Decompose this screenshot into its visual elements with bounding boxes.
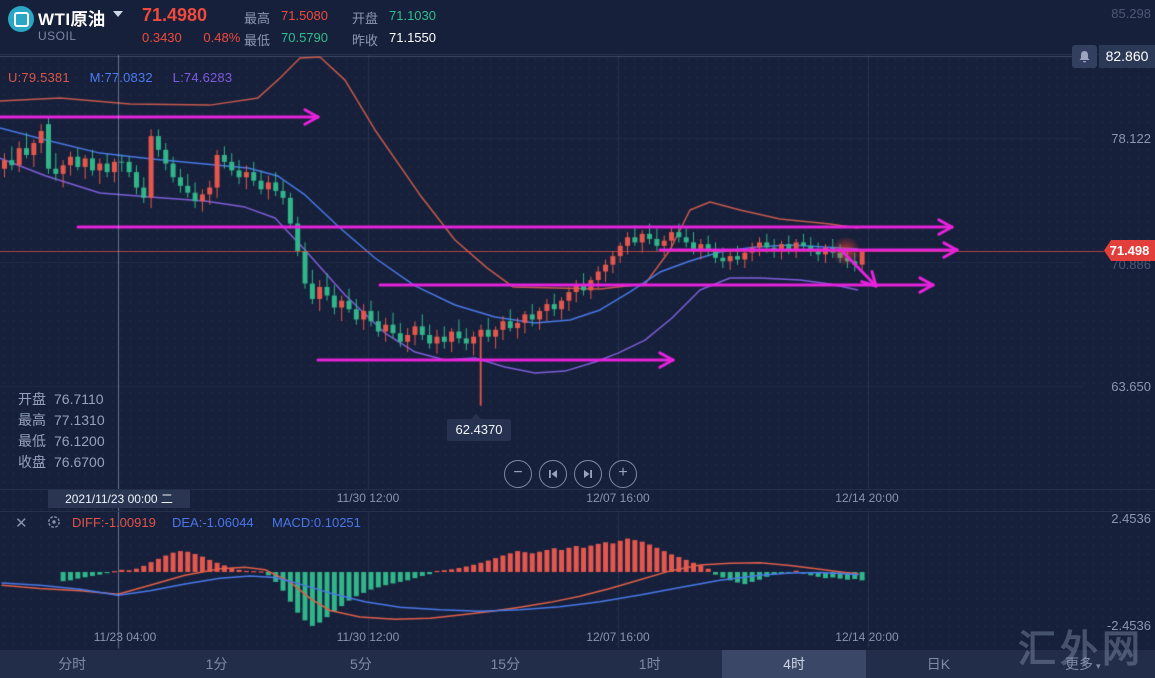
minus-icon: − — [513, 464, 523, 481]
gear-icon — [48, 516, 60, 528]
time-axis-label: 11/30 12:00 — [336, 630, 400, 644]
ohlc-row: 最低 76.1200 — [18, 431, 105, 452]
plus-icon: + — [618, 464, 628, 481]
macd-axis-top: 2.4536 — [1111, 511, 1151, 526]
skip-end-icon — [584, 470, 592, 478]
boll-upper-value: U:79.5381 — [8, 70, 70, 85]
skip-start-button[interactable] — [539, 460, 567, 488]
tab-1时[interactable]: 1时 — [638, 656, 661, 672]
more-caret-icon: ▾ — [1096, 661, 1101, 671]
period-tab-bar: 分时 1分 5分 15分 1时 4时 日K 更多 ▾ — [0, 650, 1155, 678]
macd-axis-bottom: -2.4536 — [1106, 618, 1151, 633]
bell-icon — [1079, 50, 1090, 62]
indicator-settings-button[interactable] — [46, 514, 62, 534]
ohlc-value: 77.1310 — [54, 412, 105, 428]
high-label: 最高 — [244, 11, 271, 26]
last-price: 71.4980 — [142, 5, 208, 25]
time-axis-label: 12/14 20:00 — [835, 630, 899, 644]
time-axis-label: 11/30 12:00 — [336, 491, 400, 505]
low-value: 70.5790 — [281, 30, 328, 45]
crosshair-date-badge: 2021/11/23 00:00 二 — [48, 490, 190, 508]
price-axis-label: 85.298 — [1111, 6, 1151, 21]
symbol-name: WTI原油 — [38, 10, 106, 29]
ohlc-row: 最高 77.1310 — [18, 410, 105, 431]
close-indicator-button[interactable]: ✕ — [15, 515, 28, 532]
open-value: 71.1030 — [389, 8, 436, 23]
time-axis-label: 11/23 04:00 — [93, 630, 157, 644]
time-axis-label: 12/14 20:00 — [835, 491, 899, 505]
symbol-dropdown-caret-icon[interactable] — [113, 11, 123, 17]
open-label: 开盘 — [352, 11, 379, 26]
time-axis-label: 12/07 16:00 — [586, 630, 650, 644]
ohlc-label: 最低 — [18, 433, 46, 449]
low-label: 最低 — [244, 33, 271, 48]
price-axis-label: 78.122 — [1111, 131, 1151, 146]
ohlc-value: 76.7110 — [54, 391, 104, 407]
tab-4时[interactable]: 4时 — [721, 650, 867, 678]
bollinger-readout: U:79.5381 M:77.0832 L:74.6283 — [8, 70, 248, 85]
ohlc-label: 最高 — [18, 412, 46, 428]
ohlc-label: 开盘 — [18, 391, 46, 407]
tab-日K[interactable]: 日K — [926, 656, 951, 672]
prev-close-label: 昨收 — [352, 33, 379, 48]
prev-close-value: 71.1550 — [389, 30, 436, 45]
high-value: 71.5080 — [281, 8, 328, 23]
macd-diff-value: DIFF:-1.00919 — [72, 515, 156, 530]
price-change: 0.3430 0.48% — [142, 30, 258, 45]
macd-header: ✕ DIFF:-1.00919 DEA:-1.06044 MACD:0.1025… — [0, 512, 1155, 534]
ohlc-row: 开盘 76.7110 — [18, 389, 105, 410]
boll-mid-value: M:77.0832 — [89, 70, 153, 85]
tab-更多[interactable]: 更多 ▾ — [1065, 656, 1101, 672]
time-axis-label: 12/07 16:00 — [586, 491, 650, 505]
change-value: 0.3430 — [142, 30, 182, 45]
symbol-code: USOIL — [38, 29, 77, 43]
ohlc-label: 收盘 — [18, 454, 46, 470]
skip-start-icon — [549, 470, 557, 478]
tab-5分[interactable]: 5分 — [350, 656, 372, 672]
macd-macd-value: MACD:0.10251 — [272, 515, 361, 530]
zoom-out-button[interactable]: − — [504, 460, 532, 488]
ohlc-value: 76.1200 — [54, 433, 105, 449]
price-axis-label: 63.650 — [1111, 379, 1151, 394]
tab-15分[interactable]: 15分 — [490, 656, 521, 672]
header: WTI原油 USOIL 71.4980 0.3430 0.48% 最高 71.5… — [0, 0, 1155, 55]
alert-price-value: 82.860 — [1099, 45, 1155, 68]
skip-end-button[interactable] — [574, 460, 602, 488]
spike-low-tooltip: 62.4370 — [447, 414, 511, 441]
ohlc-row: 收盘 76.6700 — [18, 452, 105, 473]
macd-top-divider — [0, 511, 1155, 512]
alert-bell-button[interactable] — [1072, 45, 1097, 68]
price-alert: 82.860 — [1072, 45, 1155, 68]
current-price-tag: 71.498 — [1104, 240, 1155, 261]
zoom-in-button[interactable]: + — [609, 460, 637, 488]
tab-1分[interactable]: 1分 — [205, 656, 228, 672]
macd-dea-value: DEA:-1.06044 — [172, 515, 254, 530]
main-macd-divider — [0, 489, 1155, 490]
symbol-logo-icon — [8, 6, 34, 32]
change-percent: 0.48% — [203, 30, 241, 45]
ohlc-tooltip: 开盘 76.7110 最高 77.1310 最低 76.1200 收盘 76.6700 — [18, 389, 105, 473]
tab-分时[interactable]: 分时 — [58, 656, 87, 672]
header-divider — [0, 54, 1155, 55]
ohlc-value: 76.6700 — [54, 454, 105, 470]
boll-lower-value: L:74.6283 — [172, 70, 233, 85]
